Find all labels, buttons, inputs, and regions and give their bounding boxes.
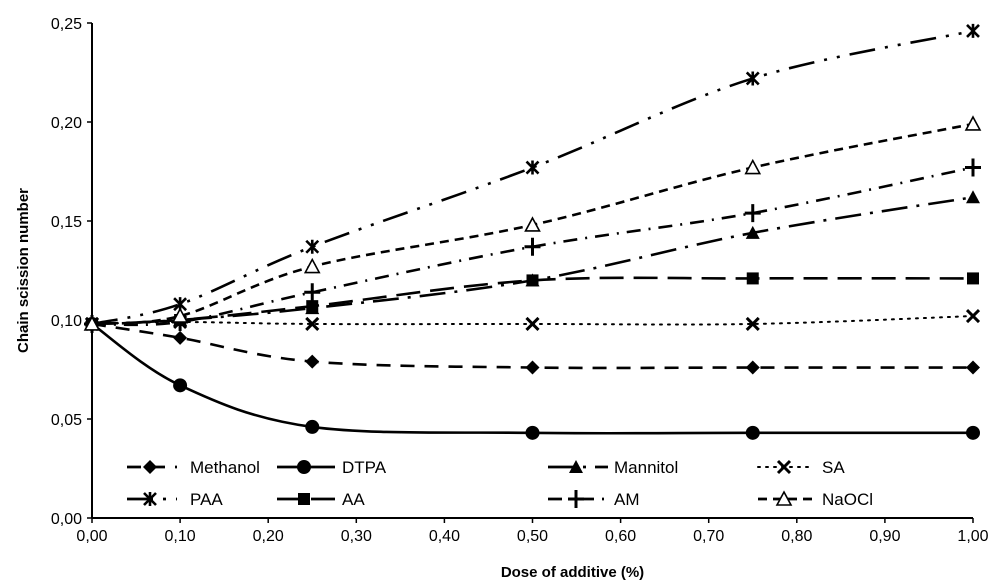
legend-item-sa: SA: [757, 458, 845, 477]
legend-label-naocl: NaOCl: [822, 490, 873, 509]
legend-item-paa: PAA: [127, 490, 223, 509]
data-point-aa: [526, 274, 539, 287]
data-point-am: [304, 283, 321, 302]
data-point-dtpa: [966, 425, 980, 440]
legend-marker-methanol: [143, 460, 157, 474]
series-naocl: [83, 115, 982, 331]
y-tick-label: 0,25: [51, 16, 82, 33]
data-point-dtpa: [305, 419, 320, 434]
data-point-sa: [745, 316, 760, 332]
data-point-methanol: [305, 354, 320, 369]
legend-marker-dtpa: [297, 460, 311, 474]
legend-label-mannitol: Mannitol: [614, 458, 678, 477]
x-tick-label: 0,30: [341, 528, 372, 545]
data-point-mannitol: [745, 225, 760, 239]
legend-marker-am: [568, 490, 584, 508]
series-am: [84, 158, 981, 333]
x-tick-label: 0,40: [429, 528, 460, 545]
y-tick-label: 0,00: [51, 511, 82, 528]
legend-label-dtpa: DTPA: [342, 458, 387, 477]
x-ticks: 0,00 0,10 0,20 0,30 0,40 0,50 0,60 0,70 0,80 0,90…: [76, 518, 989, 545]
data-point-naocl: [744, 158, 762, 175]
x-tick-label: 0,60: [605, 528, 636, 545]
data-point-methanol: [966, 360, 980, 375]
legend-marker-aa: [298, 493, 310, 505]
series-line-paa: [91, 29, 974, 326]
data-point-aa: [746, 272, 759, 285]
y-tick-label: 0,05: [51, 412, 82, 429]
series-line-naocl: [91, 122, 974, 326]
series-line-methanol: [91, 322, 973, 370]
x-tick-label: 0,50: [517, 528, 548, 545]
data-point-methanol: [173, 330, 188, 345]
data-point-sa: [305, 316, 320, 332]
data-point-naocl: [171, 307, 189, 323]
data-point-aa: [967, 272, 979, 285]
data-point-dtpa: [173, 378, 188, 393]
data-point-aa: [306, 300, 319, 313]
data-point-mannitol: [966, 190, 980, 204]
data-point-dtpa: [745, 425, 760, 440]
x-tick-label: 0,20: [253, 528, 284, 545]
data-point-dtpa: [525, 425, 540, 440]
legend-label-am: AM: [614, 490, 640, 509]
legend-marker-sa: [776, 459, 792, 475]
series-mannitol: [85, 190, 980, 330]
x-tick-label: 0,10: [165, 528, 196, 545]
data-point-naocl: [964, 115, 982, 131]
legend-label-paa: PAA: [190, 490, 223, 509]
legend-item-mannitol: Mannitol: [548, 458, 678, 477]
data-point-paa: [745, 71, 760, 86]
y-tick-label: 0,10: [51, 313, 82, 330]
data-point-methanol: [745, 360, 760, 375]
series-dtpa: [85, 316, 980, 440]
data-point-paa: [966, 23, 980, 38]
legend-label-methanol: Methanol: [190, 458, 260, 477]
x-tick-label: 0,70: [693, 528, 724, 545]
y-tick-label: 0,20: [51, 115, 82, 132]
series-line-mannitol: [91, 195, 974, 326]
data-point-sa: [965, 308, 981, 324]
x-tick-label: 0,80: [781, 528, 812, 545]
x-tick-label: 0,00: [76, 528, 107, 545]
legend-marker-naocl: [775, 490, 793, 506]
series-layer: [83, 23, 982, 440]
series-line-dtpa: [91, 322, 973, 435]
series-line-am: [91, 166, 974, 327]
data-point-am: [965, 158, 981, 177]
legend-item-aa: AA: [277, 490, 365, 509]
data-point-naocl: [83, 315, 101, 331]
legend-item-methanol: Methanol: [127, 458, 260, 477]
x-tick-label: 1,00: [957, 528, 988, 545]
legend-item-naocl: NaOCl: [758, 490, 873, 509]
legend-marker-mannitol: [569, 460, 583, 473]
x-axis-title: Dose of additive (%): [501, 564, 644, 580]
legend-marker-paa: [143, 492, 157, 506]
data-point-methanol: [525, 360, 540, 375]
x-tick-label: 0,90: [869, 528, 900, 545]
y-tick-label: 0,15: [51, 214, 82, 231]
axes: [91, 23, 973, 519]
data-point-am: [744, 204, 761, 223]
legend: Methanol DTPA Mannitol SA PAA AA AM NaOCl: [127, 458, 873, 509]
data-point-am: [524, 237, 541, 256]
legend-item-dtpa: DTPA: [277, 458, 387, 477]
data-point-naocl: [303, 257, 321, 274]
data-point-paa: [525, 160, 540, 175]
data-point-paa: [305, 239, 320, 254]
legend-item-am: AM: [548, 490, 640, 509]
legend-label-sa: SA: [822, 458, 845, 477]
data-point-sa: [525, 316, 540, 332]
y-ticks: 0,00 0,05 0,10 0,15 0,20 0,25: [51, 16, 92, 528]
y-axis-title: Chain scission number: [15, 188, 32, 353]
legend-label-aa: AA: [342, 490, 365, 509]
data-point-naocl: [524, 216, 541, 232]
